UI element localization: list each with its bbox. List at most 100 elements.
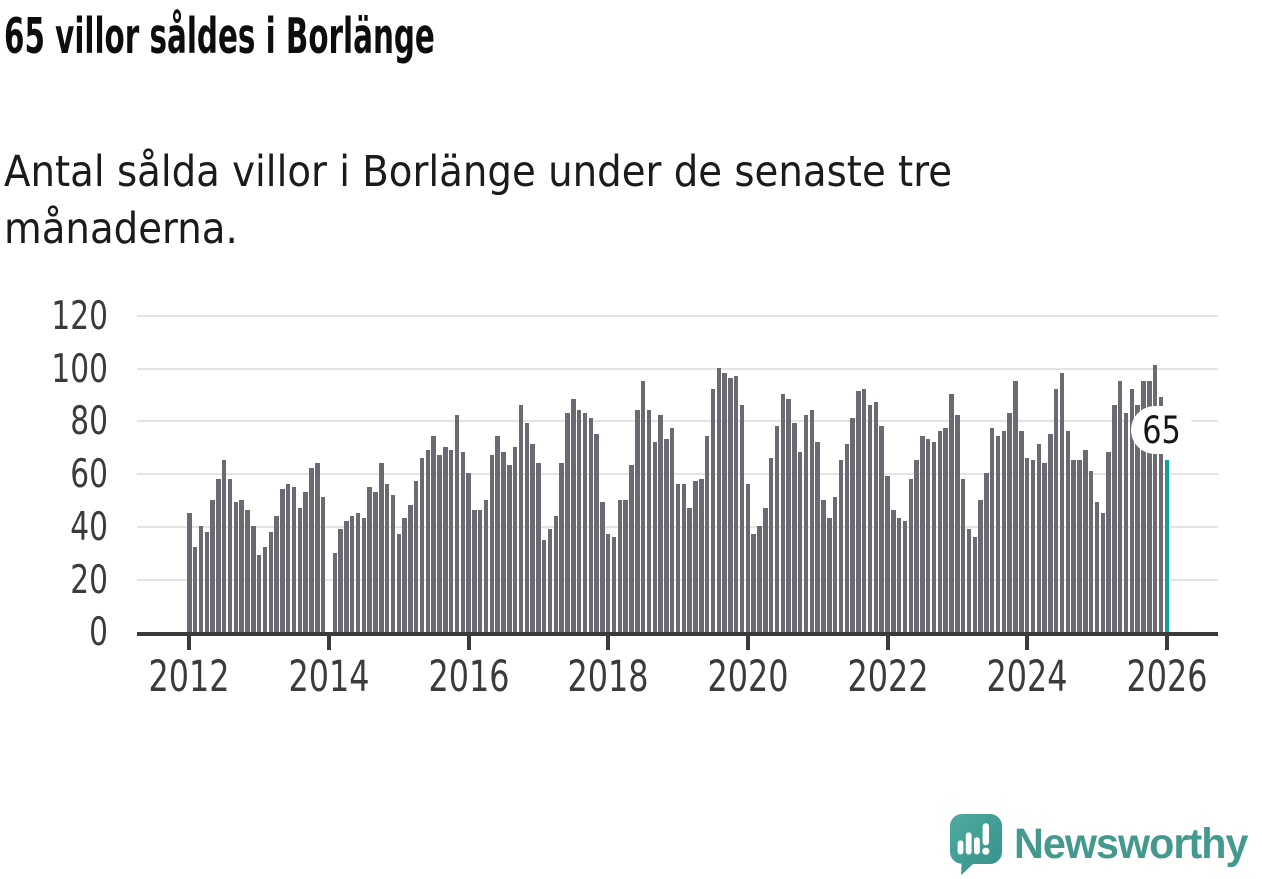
bar: [978, 499, 983, 632]
bar: [396, 534, 402, 632]
gridline-100: [137, 367, 1218, 370]
bar: [448, 449, 454, 632]
bar: [984, 473, 989, 632]
bar: [885, 476, 890, 632]
bar: [373, 491, 378, 632]
bar: [739, 404, 745, 632]
bar: [1123, 412, 1129, 632]
gridline-120: [137, 314, 1218, 317]
bar: [716, 367, 722, 632]
bar: [588, 417, 594, 632]
bar: [681, 483, 687, 632]
bar: [1083, 449, 1088, 632]
bar: [646, 409, 652, 632]
bar: [1013, 380, 1018, 632]
bar: [349, 515, 355, 632]
bar: [966, 528, 972, 632]
latest-value-label: 65: [1142, 408, 1182, 452]
bar: [315, 462, 320, 632]
bar: [1007, 412, 1012, 632]
bar: [908, 478, 914, 632]
bar: [611, 536, 617, 632]
bar: [809, 409, 815, 632]
bar: [256, 555, 262, 632]
bar: [617, 499, 623, 632]
bar: [745, 483, 751, 632]
bar: [466, 473, 471, 632]
bar: [943, 428, 948, 632]
bar: [1053, 388, 1059, 632]
latest-value-badge: 65: [1131, 406, 1193, 454]
x-axis-label-2026: 2026: [1126, 652, 1208, 702]
bar: [274, 515, 279, 632]
bar: [733, 375, 739, 632]
bar: [873, 402, 879, 632]
bar: [239, 499, 244, 632]
bar: [1077, 460, 1082, 632]
bar: [635, 409, 640, 632]
bar: [367, 486, 372, 632]
bar: [652, 441, 658, 632]
bar: [960, 478, 966, 632]
bar: [291, 486, 297, 632]
bar: [972, 536, 978, 632]
bar: [559, 462, 564, 632]
bar: [658, 415, 663, 632]
bar: [1147, 380, 1152, 632]
bar: [536, 462, 541, 632]
y-axis-label-40: 40: [70, 505, 108, 551]
bar-chart-plot-area: 2026 2024 2022 2020 2018 2016 2014 2012 120 100 80…: [51, 296, 1218, 702]
bar: [460, 452, 466, 632]
x-axis-label-2018: 2018: [567, 652, 649, 702]
bar: [1030, 460, 1036, 632]
bar: [937, 431, 943, 632]
bar: [768, 457, 774, 632]
bar: [402, 518, 407, 632]
bar: [507, 465, 512, 632]
bar: [914, 460, 919, 632]
bar: [221, 460, 227, 632]
x-axis-tick-2026: [1164, 636, 1169, 650]
y-axis-label-0: 0: [89, 610, 108, 655]
bar: [518, 404, 524, 632]
x-axis-tick-2020: [745, 636, 750, 650]
bar: [332, 552, 338, 632]
x-axis-tick-2014: [326, 636, 331, 650]
bar: [844, 444, 850, 632]
bar: [827, 518, 832, 632]
bar: [1158, 396, 1164, 632]
subtitle-line-2: månaderna.: [4, 204, 238, 254]
gridline-80: [137, 420, 1218, 423]
x-axis-label-2012: 2012: [148, 652, 230, 702]
x-axis-label-2020: 2020: [707, 652, 789, 702]
chart-subtitle: Antal sålda villor i Borlänge under de s…: [4, 144, 952, 258]
bar: [780, 394, 786, 632]
bar: [344, 520, 349, 632]
bar: [210, 499, 215, 632]
bar: [553, 515, 559, 632]
bar: [1024, 457, 1030, 632]
x-axis-line: [137, 632, 1218, 636]
bar: [489, 454, 495, 632]
bar: [477, 510, 483, 632]
bar: [571, 399, 576, 632]
bar: [1152, 364, 1158, 632]
bar: [867, 404, 873, 632]
newsworthy-logo-icon: [950, 814, 1002, 876]
page-title: 65 villor såldes i Borlänge: [4, 8, 435, 65]
bar: [472, 510, 477, 632]
bar: [530, 444, 535, 632]
bar: [931, 441, 937, 632]
bar: [664, 439, 669, 632]
x-axis-tick-2018: [606, 636, 611, 650]
bar: [995, 436, 1001, 632]
bar: [1048, 433, 1053, 632]
gridline-60: [137, 473, 1218, 476]
bar: [1019, 431, 1024, 632]
bar: [675, 483, 681, 632]
bar: [693, 481, 698, 632]
bar: [361, 518, 367, 632]
bar: [600, 502, 605, 632]
y-axis-label-80: 80: [70, 399, 108, 445]
